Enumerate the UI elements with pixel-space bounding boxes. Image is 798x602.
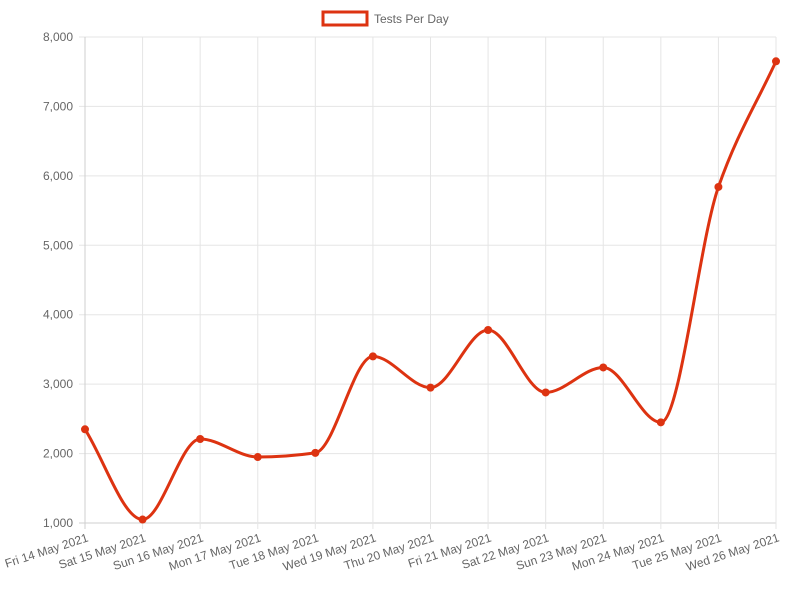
legend-label-tests-per-day: Tests Per Day <box>374 12 449 26</box>
data-point[interactable] <box>484 325 493 334</box>
data-point[interactable] <box>541 388 550 397</box>
y-tick-label: 1,000 <box>43 516 73 530</box>
data-point[interactable] <box>81 425 89 434</box>
data-point[interactable] <box>599 363 608 372</box>
axes: 1,000 2,000 3,000 4,000 5,000 6,000 7,000 8,000… <box>3 30 781 574</box>
series-layer <box>81 57 780 524</box>
data-point[interactable] <box>311 448 320 457</box>
y-tick-label: 2,000 <box>43 447 73 461</box>
y-tick-label: 8,000 <box>43 30 73 44</box>
data-point[interactable] <box>253 453 262 462</box>
y-tick-label: 4,000 <box>43 308 73 322</box>
legend-swatch <box>321 10 369 27</box>
data-point[interactable] <box>138 515 147 524</box>
y-tick-label: 3,000 <box>43 377 73 391</box>
data-point[interactable] <box>426 383 435 392</box>
grid <box>79 36 777 529</box>
data-point[interactable] <box>772 57 780 66</box>
y-tick-label: 5,000 <box>43 238 73 252</box>
data-point[interactable] <box>714 182 723 191</box>
data-point[interactable] <box>368 352 377 361</box>
data-point[interactable] <box>656 418 665 427</box>
y-tick-label: 7,000 <box>43 99 73 113</box>
y-tick-label: 6,000 <box>43 169 73 183</box>
data-point[interactable] <box>196 434 205 443</box>
legend[interactable]: Tests Per Day <box>321 10 449 27</box>
